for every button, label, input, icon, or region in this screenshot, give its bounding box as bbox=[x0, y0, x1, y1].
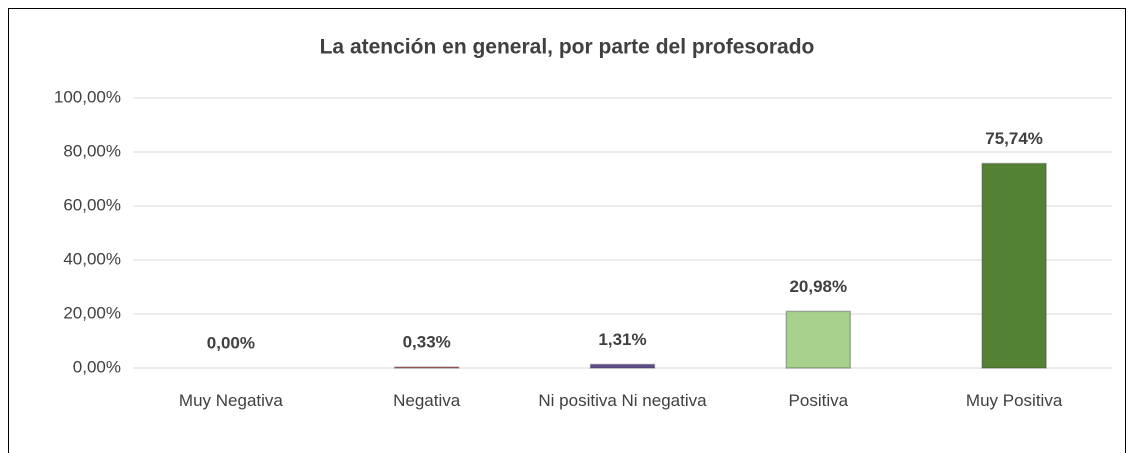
bar bbox=[393, 366, 460, 369]
x-tick-label: Muy Positiva bbox=[965, 391, 1063, 410]
bar bbox=[785, 310, 852, 369]
data-label: 20,98% bbox=[789, 277, 847, 296]
data-label: 0,00% bbox=[207, 333, 255, 352]
y-tick-label: 40,00% bbox=[63, 249, 121, 268]
data-label: 75,74% bbox=[985, 129, 1043, 148]
chart-title: La atención en general, por parte del pr… bbox=[320, 36, 815, 59]
data-label: 0,33% bbox=[403, 333, 451, 352]
y-tick-label: 20,00% bbox=[63, 303, 121, 322]
y-tick-label: 0,00% bbox=[73, 357, 121, 376]
bar bbox=[981, 162, 1047, 369]
data-label: 1,31% bbox=[598, 330, 646, 349]
chart-frame bbox=[8, 8, 1126, 453]
x-tick-label: Muy Negativa bbox=[178, 391, 283, 410]
x-tick-label: Ni positiva Ni negativa bbox=[538, 391, 707, 410]
bar bbox=[589, 363, 656, 369]
x-tick-label: Negativa bbox=[393, 391, 461, 410]
x-tick-label: Positiva bbox=[788, 391, 849, 410]
y-tick-label: 80,00% bbox=[63, 141, 121, 160]
y-tick-label: 100,00% bbox=[54, 87, 121, 106]
y-tick-label: 60,00% bbox=[63, 195, 121, 214]
